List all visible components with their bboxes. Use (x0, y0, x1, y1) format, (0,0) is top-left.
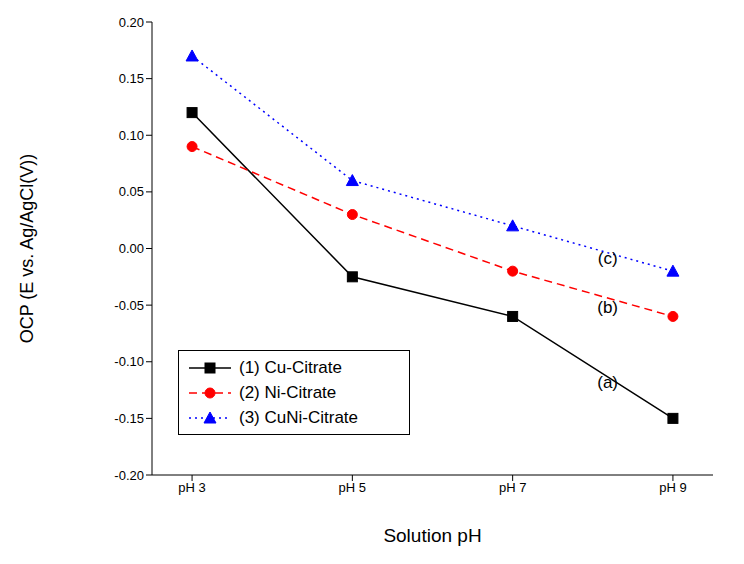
html-text:(2) Ni-Citrate: (2) Ni-Citrate (239, 382, 337, 402)
svg-text:-0.10: -0.10 (114, 354, 144, 369)
svg-text:0.20: 0.20 (119, 15, 144, 30)
svg-text:0.15: 0.15 (119, 71, 144, 86)
svg-text:Solution pH: Solution pH (383, 525, 481, 546)
svg-text:pH 5: pH 5 (339, 480, 366, 495)
svg-text:pH 7: pH 7 (499, 480, 526, 495)
html-text:(1) Cu-Citrate: (1) Cu-Citrate (239, 357, 342, 377)
svg-text:(c): (c) (598, 249, 618, 268)
svg-text:0.05: 0.05 (119, 184, 144, 199)
svg-text:pH 9: pH 9 (659, 480, 686, 495)
svg-text:0.10: 0.10 (119, 128, 144, 143)
html-text:(3) CuNi-Citrate: (3) CuNi-Citrate (239, 407, 358, 427)
svg-text:0.00: 0.00 (119, 241, 144, 256)
svg-text:pH 3: pH 3 (178, 480, 205, 495)
svg-text:-0.05: -0.05 (114, 298, 144, 313)
svg-text:-0.15: -0.15 (114, 411, 144, 426)
svg-text:OCP (E vs. Ag/AgCl(V)): OCP (E vs. Ag/AgCl(V)) (17, 154, 37, 344)
svg-text:(b): (b) (597, 298, 618, 317)
svg-text:(a): (a) (597, 373, 618, 392)
svg-text:-0.20: -0.20 (114, 468, 144, 483)
